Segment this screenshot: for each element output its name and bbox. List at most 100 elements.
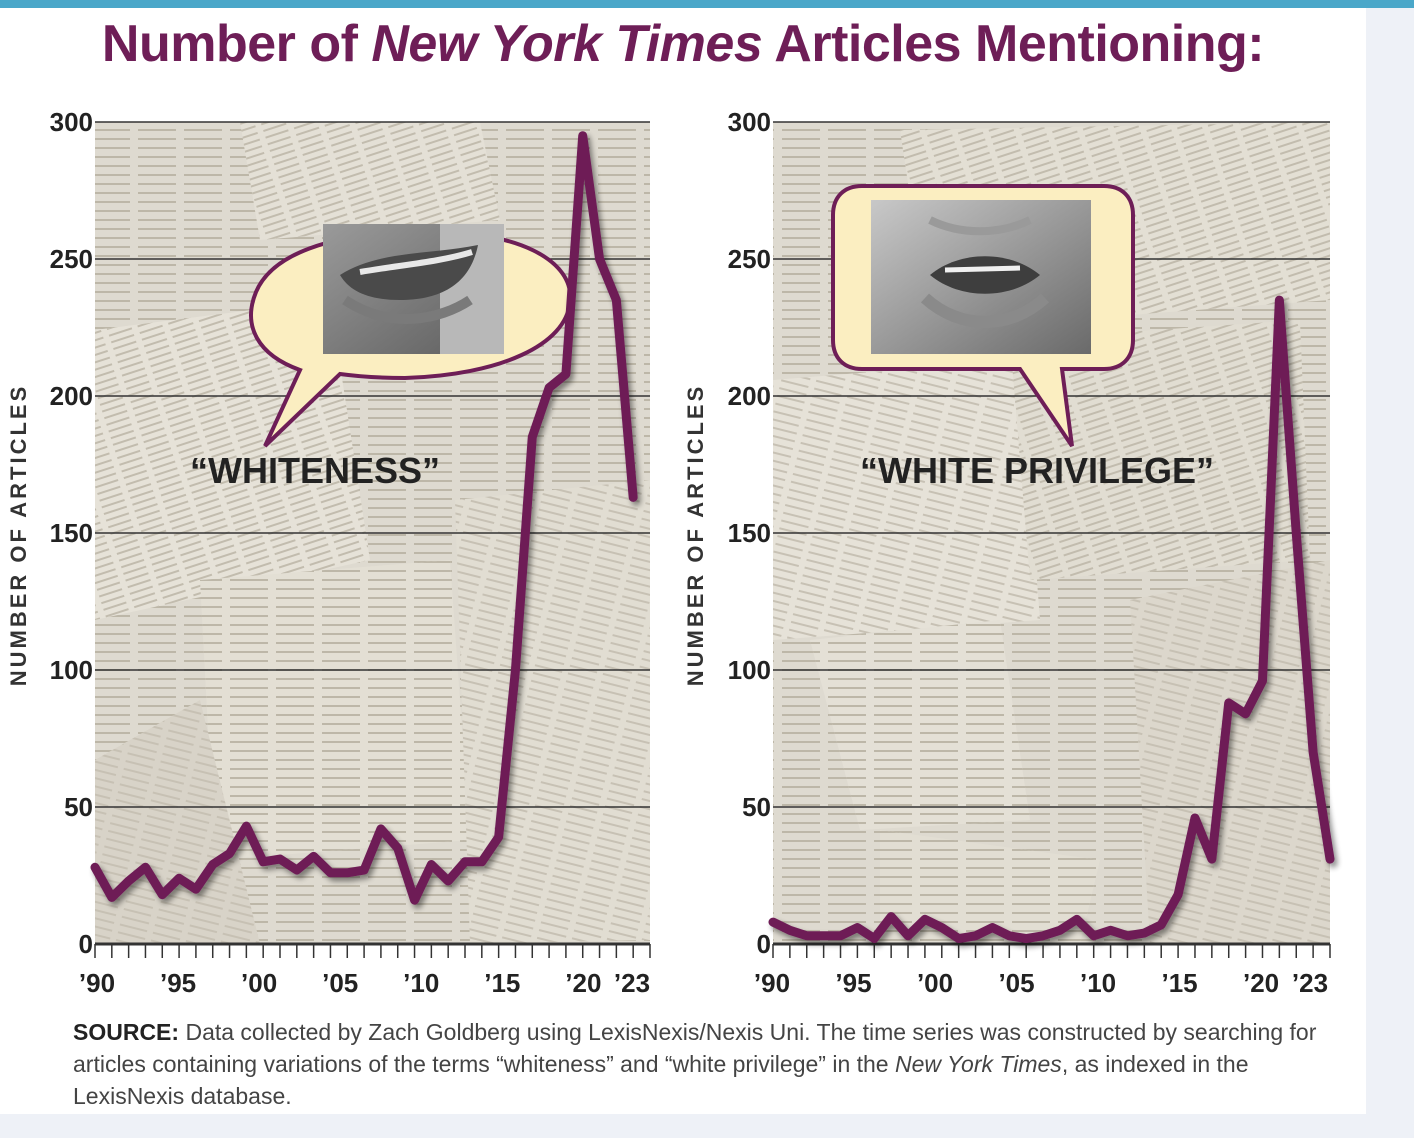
x-tick-label: ’00 xyxy=(917,968,953,998)
source-note: SOURCE: Data collected by Zach Goldberg … xyxy=(73,1016,1343,1112)
data-point xyxy=(632,496,634,498)
speech-bubble-right xyxy=(831,184,1135,448)
title-prefix: Number of xyxy=(101,15,358,73)
y-axis-title-left: NUMBER OF ARTICLES xyxy=(6,384,31,687)
mouth-photo-right xyxy=(871,200,1091,354)
y-tick-label: 100 xyxy=(728,655,771,685)
data-point xyxy=(514,669,516,671)
data-point xyxy=(599,258,601,260)
y-tick-label: 200 xyxy=(728,381,771,411)
series-line-whiteness xyxy=(90,131,638,905)
data-point xyxy=(1228,702,1230,704)
data-point xyxy=(772,921,774,923)
data-point xyxy=(296,869,298,871)
data-point xyxy=(346,872,348,874)
data-point xyxy=(823,935,825,937)
x-tick-label: ’20 xyxy=(1243,968,1279,998)
data-point xyxy=(329,872,331,874)
x-tick-label: ’90 xyxy=(754,968,790,998)
mouth-photo-left xyxy=(323,224,504,354)
data-point xyxy=(178,877,180,879)
series-line xyxy=(768,295,1335,944)
data-point xyxy=(548,387,550,389)
data-point xyxy=(414,899,416,901)
data-point xyxy=(890,916,892,918)
y-tick-label: 150 xyxy=(728,518,771,548)
data-point xyxy=(195,888,197,890)
y-tick-label: 50 xyxy=(742,792,771,822)
title-publication: New York Times xyxy=(371,15,763,73)
x-ticks-left: ’90 ’95 ’00 ’05 ’10 ’15 ’20 ’23 xyxy=(79,944,651,998)
data-point xyxy=(531,436,533,438)
y-ticks-left: 0 50 100 150 200 250 300 xyxy=(50,107,93,959)
y-tick-label: 250 xyxy=(50,244,93,274)
data-point xyxy=(1076,918,1078,920)
data-point xyxy=(481,861,483,863)
data-point xyxy=(1295,532,1297,534)
x-tick-label: ’05 xyxy=(322,968,358,998)
data-point xyxy=(1042,935,1044,937)
y-axis-title-right: NUMBER OF ARTICLES xyxy=(683,384,708,687)
data-point xyxy=(94,866,96,868)
data-point xyxy=(1093,935,1095,937)
data-point xyxy=(1245,713,1247,715)
speech-bubble-left xyxy=(249,224,573,448)
data-point xyxy=(262,861,264,863)
source-text-2: , as indexed in the LexisNexis database. xyxy=(73,1051,1249,1109)
x-tick-label: ’20 xyxy=(565,968,601,998)
x-tick-label: ’10 xyxy=(403,968,439,998)
y-tick-label: 200 xyxy=(50,381,93,411)
data-point xyxy=(313,855,315,857)
page-margin xyxy=(1366,8,1414,1138)
data-point xyxy=(498,836,500,838)
data-point xyxy=(789,929,791,931)
data-point xyxy=(279,858,281,860)
x-tick-label: ’15 xyxy=(484,968,520,998)
y-tick-label: 250 xyxy=(728,244,771,274)
data-point xyxy=(128,880,130,882)
x-tick-label: ’00 xyxy=(241,968,277,998)
source-publication: New York Times xyxy=(895,1051,1062,1077)
data-point xyxy=(1025,938,1027,940)
top-accent-bar xyxy=(0,0,1414,8)
data-point xyxy=(1143,932,1145,934)
y-tick-label: 300 xyxy=(728,107,771,137)
data-point xyxy=(229,853,231,855)
x-tick-label: ’95 xyxy=(835,968,871,998)
data-point xyxy=(856,927,858,929)
y-tick-label: 150 xyxy=(50,518,93,548)
data-point xyxy=(873,938,875,940)
data-point xyxy=(1059,929,1061,931)
data-point xyxy=(1194,817,1196,819)
title-suffix: Articles Mentioning: xyxy=(774,15,1265,73)
data-point xyxy=(1126,935,1128,937)
data-point xyxy=(975,935,977,937)
data-point xyxy=(1160,924,1162,926)
data-point xyxy=(840,935,842,937)
data-point xyxy=(447,880,449,882)
data-point xyxy=(430,864,432,866)
chart-whiteness: 0 50 100 150 200 250 300 ’90 ’95 ’00 ’05 ’10 ’15 ’20… xyxy=(6,107,651,998)
x-tick-label: ’05 xyxy=(998,968,1034,998)
x-tick-label: ’23 xyxy=(614,968,650,998)
data-point xyxy=(1312,751,1314,753)
data-point xyxy=(941,927,943,929)
source-label: SOURCE: xyxy=(73,1019,180,1045)
data-point xyxy=(1278,299,1280,301)
data-point xyxy=(907,935,909,937)
y-tick-label: 0 xyxy=(757,929,771,959)
data-point xyxy=(161,894,163,896)
data-point xyxy=(1329,858,1331,860)
series-line-white-privilege xyxy=(768,295,1335,944)
x-tick-label: ’90 xyxy=(79,968,115,998)
data-point xyxy=(245,825,247,827)
data-point xyxy=(363,869,365,871)
data-point xyxy=(111,896,113,898)
term-label-white-privilege: “WHITE PRIVILEGE” xyxy=(860,450,1214,491)
x-tick-label: ’23 xyxy=(1292,968,1328,998)
data-point xyxy=(1177,894,1179,896)
infographic-title: Number of New York Times Articles Mentio… xyxy=(0,14,1366,74)
data-point xyxy=(1261,680,1263,682)
source-text-1: Data collected by Zach Goldberg using Le… xyxy=(73,1019,1317,1077)
data-point xyxy=(1211,858,1213,860)
